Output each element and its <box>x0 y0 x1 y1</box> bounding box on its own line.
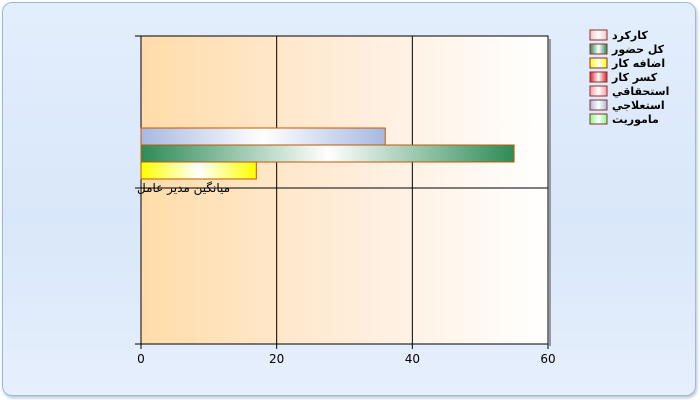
legend-swatch <box>589 99 608 111</box>
x-tick-label: 20 <box>269 352 284 366</box>
plot-border <box>140 35 549 345</box>
legend-label: استحقاقي <box>612 85 669 98</box>
bar-5 <box>140 127 386 146</box>
legend-swatch <box>589 57 608 69</box>
legend-label: استعلاجي <box>612 99 665 112</box>
legend-swatch <box>589 85 608 97</box>
category-label: ميانگين مدير عامل <box>137 181 230 196</box>
x-tick-label: 40 <box>405 352 420 366</box>
legend-swatch <box>589 113 608 125</box>
legend-label: کسر کار <box>611 71 658 84</box>
legend-label: کل حضور <box>611 43 665 56</box>
legend-swatch <box>589 43 608 55</box>
x-tick-label: 60 <box>540 352 555 366</box>
bar-2 <box>140 161 257 180</box>
x-tick-label: 0 <box>137 352 145 366</box>
bar-1 <box>140 144 515 163</box>
legend-label: ماموريت <box>612 113 659 126</box>
legend-label: کارکرد <box>612 29 648 42</box>
legend-swatch <box>589 29 608 41</box>
plot-area <box>141 36 548 344</box>
legend-label: اضافه کار <box>611 57 665 70</box>
legend-swatch <box>589 71 608 83</box>
